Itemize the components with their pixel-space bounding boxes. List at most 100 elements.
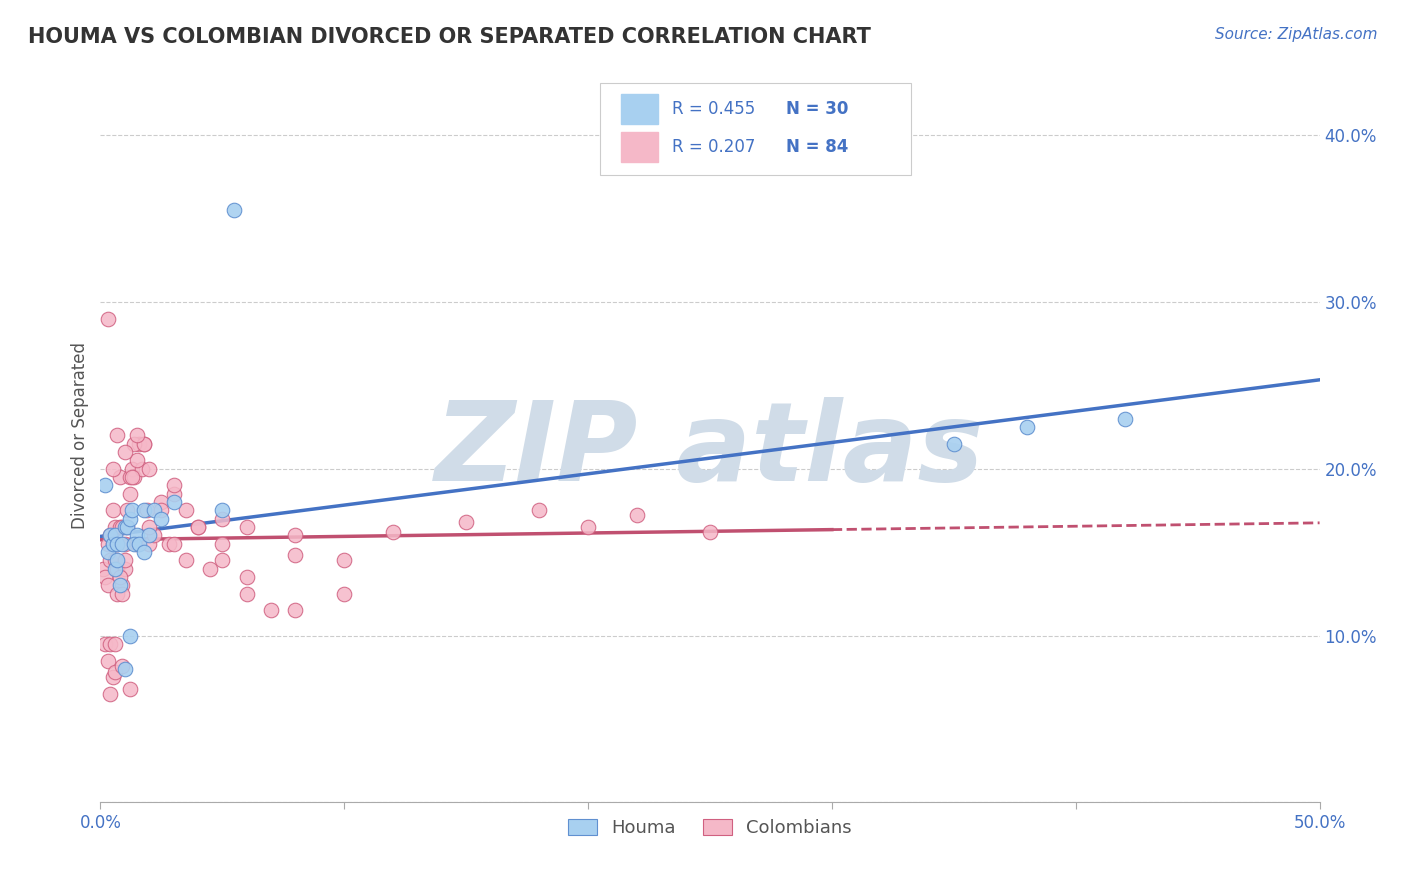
Bar <box>621 95 658 124</box>
Point <box>101 462 124 476</box>
Point <box>381 525 404 540</box>
Point <box>138 462 160 476</box>
Point <box>134 503 156 517</box>
Point <box>118 487 141 501</box>
Point <box>284 528 307 542</box>
Point <box>115 520 138 534</box>
Point <box>135 503 157 517</box>
Text: N = 30: N = 30 <box>786 100 848 118</box>
Point <box>138 528 160 542</box>
Point <box>134 545 156 559</box>
Point <box>108 470 131 484</box>
Point <box>101 537 124 551</box>
Point <box>224 203 246 218</box>
Point <box>98 553 121 567</box>
Point <box>235 520 257 534</box>
Point <box>333 553 356 567</box>
Point <box>104 562 127 576</box>
FancyBboxPatch shape <box>600 83 911 175</box>
Point <box>138 537 160 551</box>
Point <box>104 665 127 680</box>
Point <box>97 545 120 559</box>
Point <box>107 562 129 576</box>
Point <box>124 537 146 551</box>
Point <box>94 478 117 492</box>
Point <box>128 537 150 551</box>
Point <box>125 453 148 467</box>
Point <box>104 637 127 651</box>
Point <box>174 553 197 567</box>
Point <box>97 578 120 592</box>
Point <box>576 520 599 534</box>
Point <box>121 503 143 517</box>
Point <box>101 537 124 551</box>
Point <box>114 662 136 676</box>
Point <box>1015 420 1038 434</box>
Point <box>211 537 233 551</box>
Point <box>98 687 121 701</box>
Point <box>97 311 120 326</box>
Point <box>107 428 129 442</box>
Point <box>114 520 136 534</box>
Point <box>104 528 127 542</box>
Point <box>111 578 134 592</box>
Point <box>150 495 173 509</box>
Point <box>143 503 166 517</box>
Legend: Houma, Colombians: Houma, Colombians <box>561 812 859 845</box>
Point <box>98 528 121 542</box>
Bar <box>621 132 658 161</box>
Point <box>97 653 120 667</box>
Point <box>98 637 121 651</box>
Point <box>529 503 551 517</box>
Point <box>107 537 129 551</box>
Point <box>107 553 129 567</box>
Point <box>91 562 114 576</box>
Point <box>114 553 136 567</box>
Point <box>187 520 209 534</box>
Point <box>162 487 184 501</box>
Point <box>118 512 141 526</box>
Point <box>125 528 148 542</box>
Point <box>260 603 283 617</box>
Point <box>118 628 141 642</box>
Point <box>284 603 307 617</box>
Point <box>211 553 233 567</box>
Point <box>108 520 131 534</box>
Point <box>125 537 148 551</box>
Point <box>114 537 136 551</box>
Point <box>235 587 257 601</box>
Point <box>124 470 146 484</box>
Point <box>111 520 134 534</box>
Point <box>104 553 127 567</box>
Point <box>333 587 356 601</box>
Point <box>134 436 156 450</box>
Point <box>111 537 134 551</box>
Point <box>97 537 120 551</box>
Point <box>162 495 184 509</box>
Text: R = 0.455: R = 0.455 <box>672 100 755 118</box>
Point <box>121 470 143 484</box>
Point <box>115 503 138 517</box>
Point <box>174 503 197 517</box>
Point <box>121 462 143 476</box>
Point <box>150 503 173 517</box>
Point <box>108 578 131 592</box>
Point <box>98 528 121 542</box>
Text: Source: ZipAtlas.com: Source: ZipAtlas.com <box>1215 27 1378 42</box>
Point <box>187 520 209 534</box>
Point <box>118 470 141 484</box>
Point <box>111 587 134 601</box>
Point <box>456 515 478 529</box>
Point <box>124 436 146 450</box>
Point <box>162 537 184 551</box>
Point <box>107 537 129 551</box>
Y-axis label: Divorced or Separated: Divorced or Separated <box>72 342 89 529</box>
Point <box>211 512 233 526</box>
Point <box>94 570 117 584</box>
Point <box>107 587 129 601</box>
Text: HOUMA VS COLOMBIAN DIVORCED OR SEPARATED CORRELATION CHART: HOUMA VS COLOMBIAN DIVORCED OR SEPARATED… <box>28 27 870 46</box>
Text: R = 0.207: R = 0.207 <box>672 138 755 156</box>
Point <box>118 681 141 696</box>
Point <box>134 436 156 450</box>
Point <box>150 512 173 526</box>
